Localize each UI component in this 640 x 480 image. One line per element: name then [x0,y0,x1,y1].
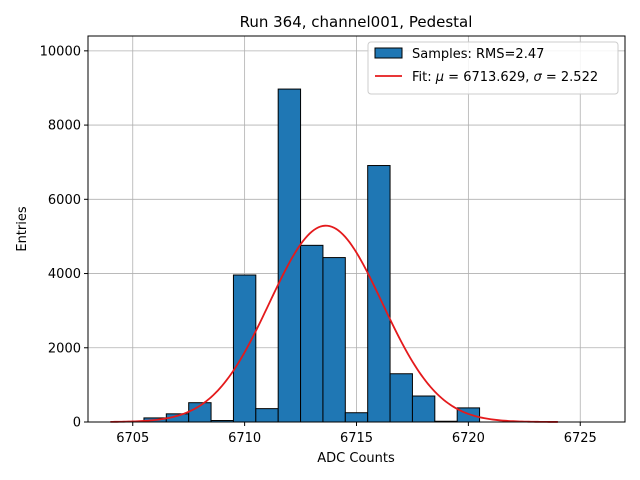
y-tick-label: 2000 [48,341,81,356]
x-tick-label: 6715 [340,431,373,446]
histogram-bar [322,257,346,423]
y-tick-label: 4000 [48,267,81,282]
legend-fit-sigma-symbol: σ [534,70,543,85]
legend-histogram-swatch [374,47,403,59]
legend-fit-prefix: Fit: [412,70,436,85]
histogram-bar [277,88,302,423]
histogram-bar [255,408,279,423]
y-axis-ticks: 0 2000 4000 6000 8000 10000 [40,44,88,431]
x-axis-label: ADC Counts [317,451,395,466]
x-axis-ticks: 6705 6710 6715 6720 6725 [116,422,597,446]
x-tick-label: 6705 [116,431,149,446]
y-axis-label: Entries [15,206,30,252]
histogram-bar [344,412,369,423]
histogram-bar [300,244,324,423]
legend-histogram-label: Samples: RMS=2.47 [412,47,544,62]
y-tick-label: 8000 [48,119,81,134]
x-tick-label: 6710 [228,431,261,446]
legend: Samples: RMS=2.47 Fit: μ = 6713.629, σ =… [367,41,619,95]
legend-fit-sigma-value: = 2.522 [542,70,598,85]
fit-curve [110,224,558,423]
x-tick-label: 6725 [564,431,597,446]
legend-box [367,41,619,95]
y-tick-label: 0 [73,416,81,431]
y-tick-label: 6000 [48,193,81,208]
x-tick-label: 6720 [452,431,485,446]
histogram-bar [411,395,436,423]
histogram-bar [389,373,413,423]
legend-fit-mu-value: = 6713.629, [444,70,533,85]
y-tick-label: 10000 [40,44,81,59]
fit-curve-group [110,224,558,423]
legend-fit-mu-symbol: μ [435,70,444,85]
legend-fit-label: Fit: μ = 6713.629, σ = 2.522 [412,70,598,85]
histogram-bar [232,274,257,423]
chart-title: Run 364, channel001, Pedestal [240,13,473,31]
